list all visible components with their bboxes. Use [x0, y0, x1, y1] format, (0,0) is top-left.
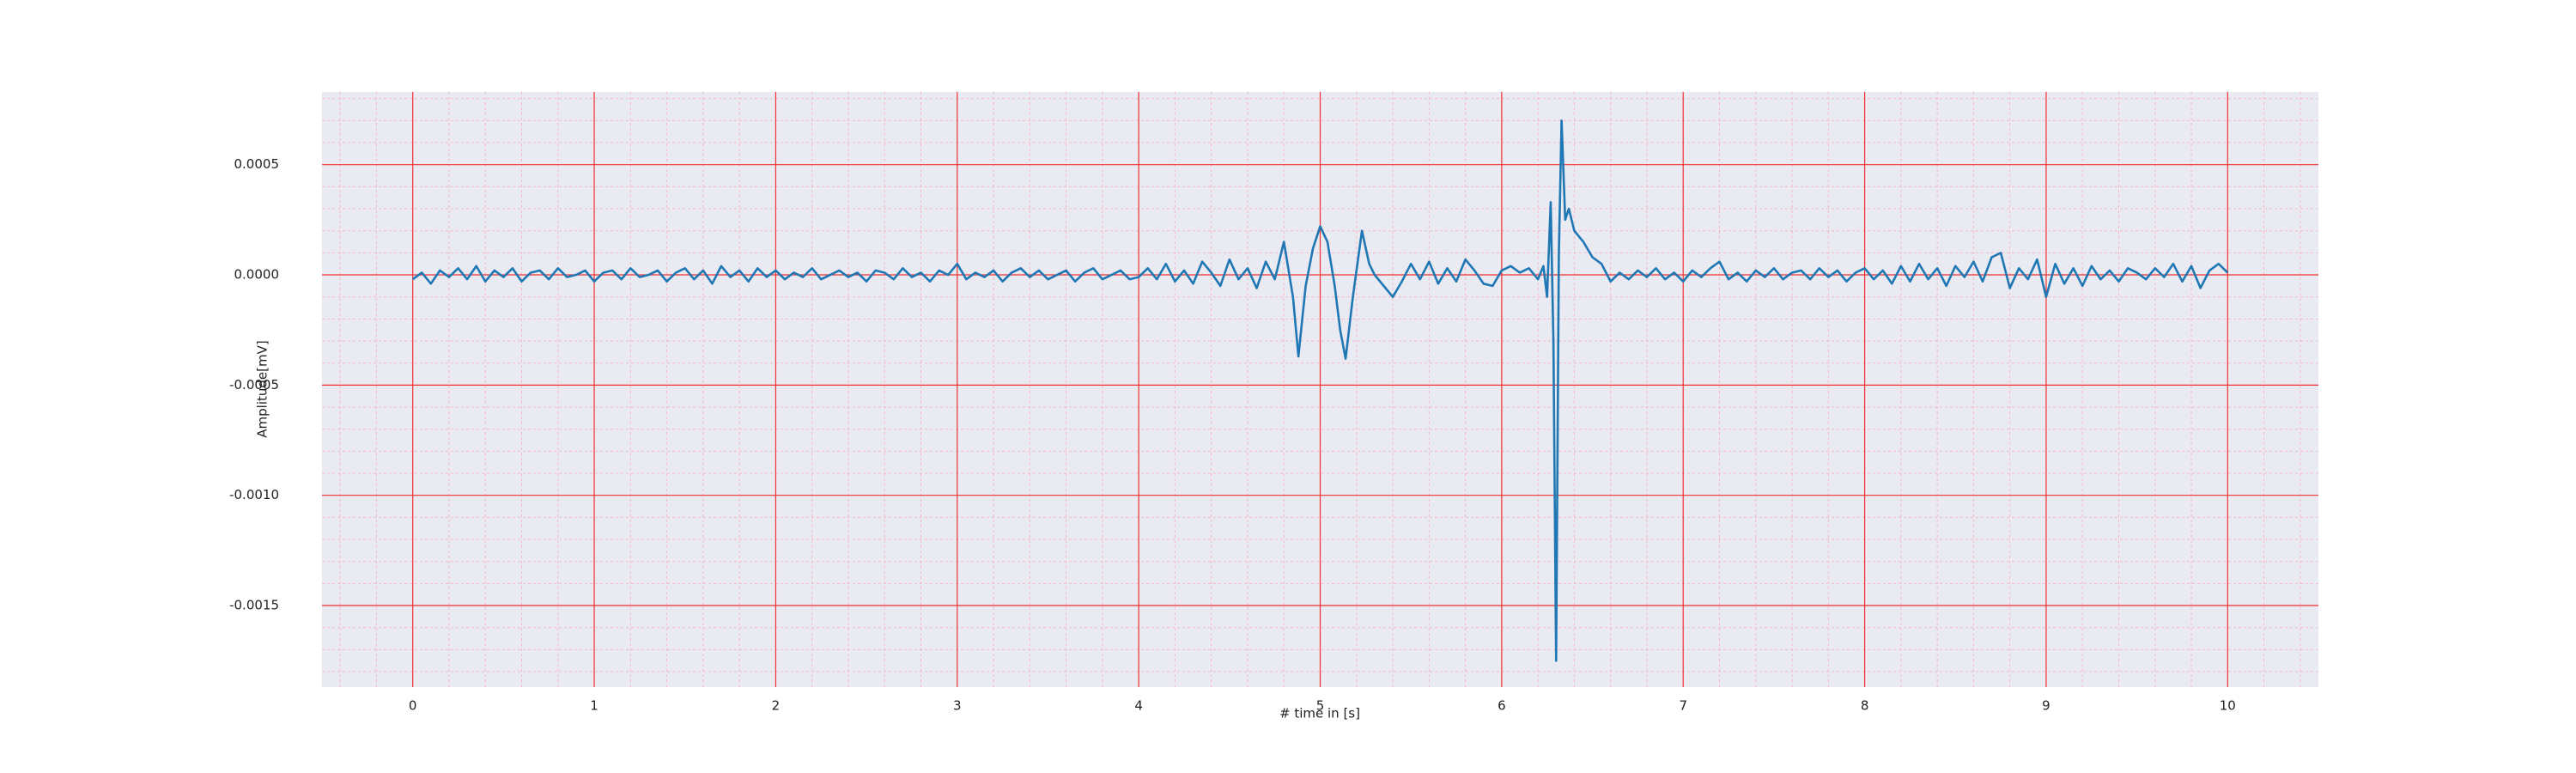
y-tick-label: -0.0015	[229, 598, 279, 613]
y-tick-label: -0.0005	[229, 377, 279, 393]
x-tick-label: 2	[772, 698, 781, 714]
x-tick-label: 3	[953, 698, 962, 714]
x-tick-label: 0	[409, 698, 417, 714]
y-axis-label: Amplitude[mV]	[255, 340, 270, 437]
x-tick-label: 10	[2220, 698, 2236, 714]
x-tick-label: 6	[1498, 698, 1506, 714]
y-tick-label: -0.0010	[229, 487, 279, 502]
signal-line	[411, 119, 2229, 662]
x-tick-label: 8	[1861, 698, 1869, 714]
x-tick-label: 1	[590, 698, 598, 714]
y-tick-label: 0.0000	[234, 267, 280, 283]
x-axis-label: # time in [s]	[1279, 706, 1360, 721]
x-tick-label: 4	[1134, 698, 1143, 714]
x-tick-label: 9	[2042, 698, 2050, 714]
x-tick-label: 5	[1316, 698, 1325, 714]
x-tick-label: 7	[1679, 698, 1687, 714]
y-tick-label: 0.0005	[234, 156, 280, 172]
